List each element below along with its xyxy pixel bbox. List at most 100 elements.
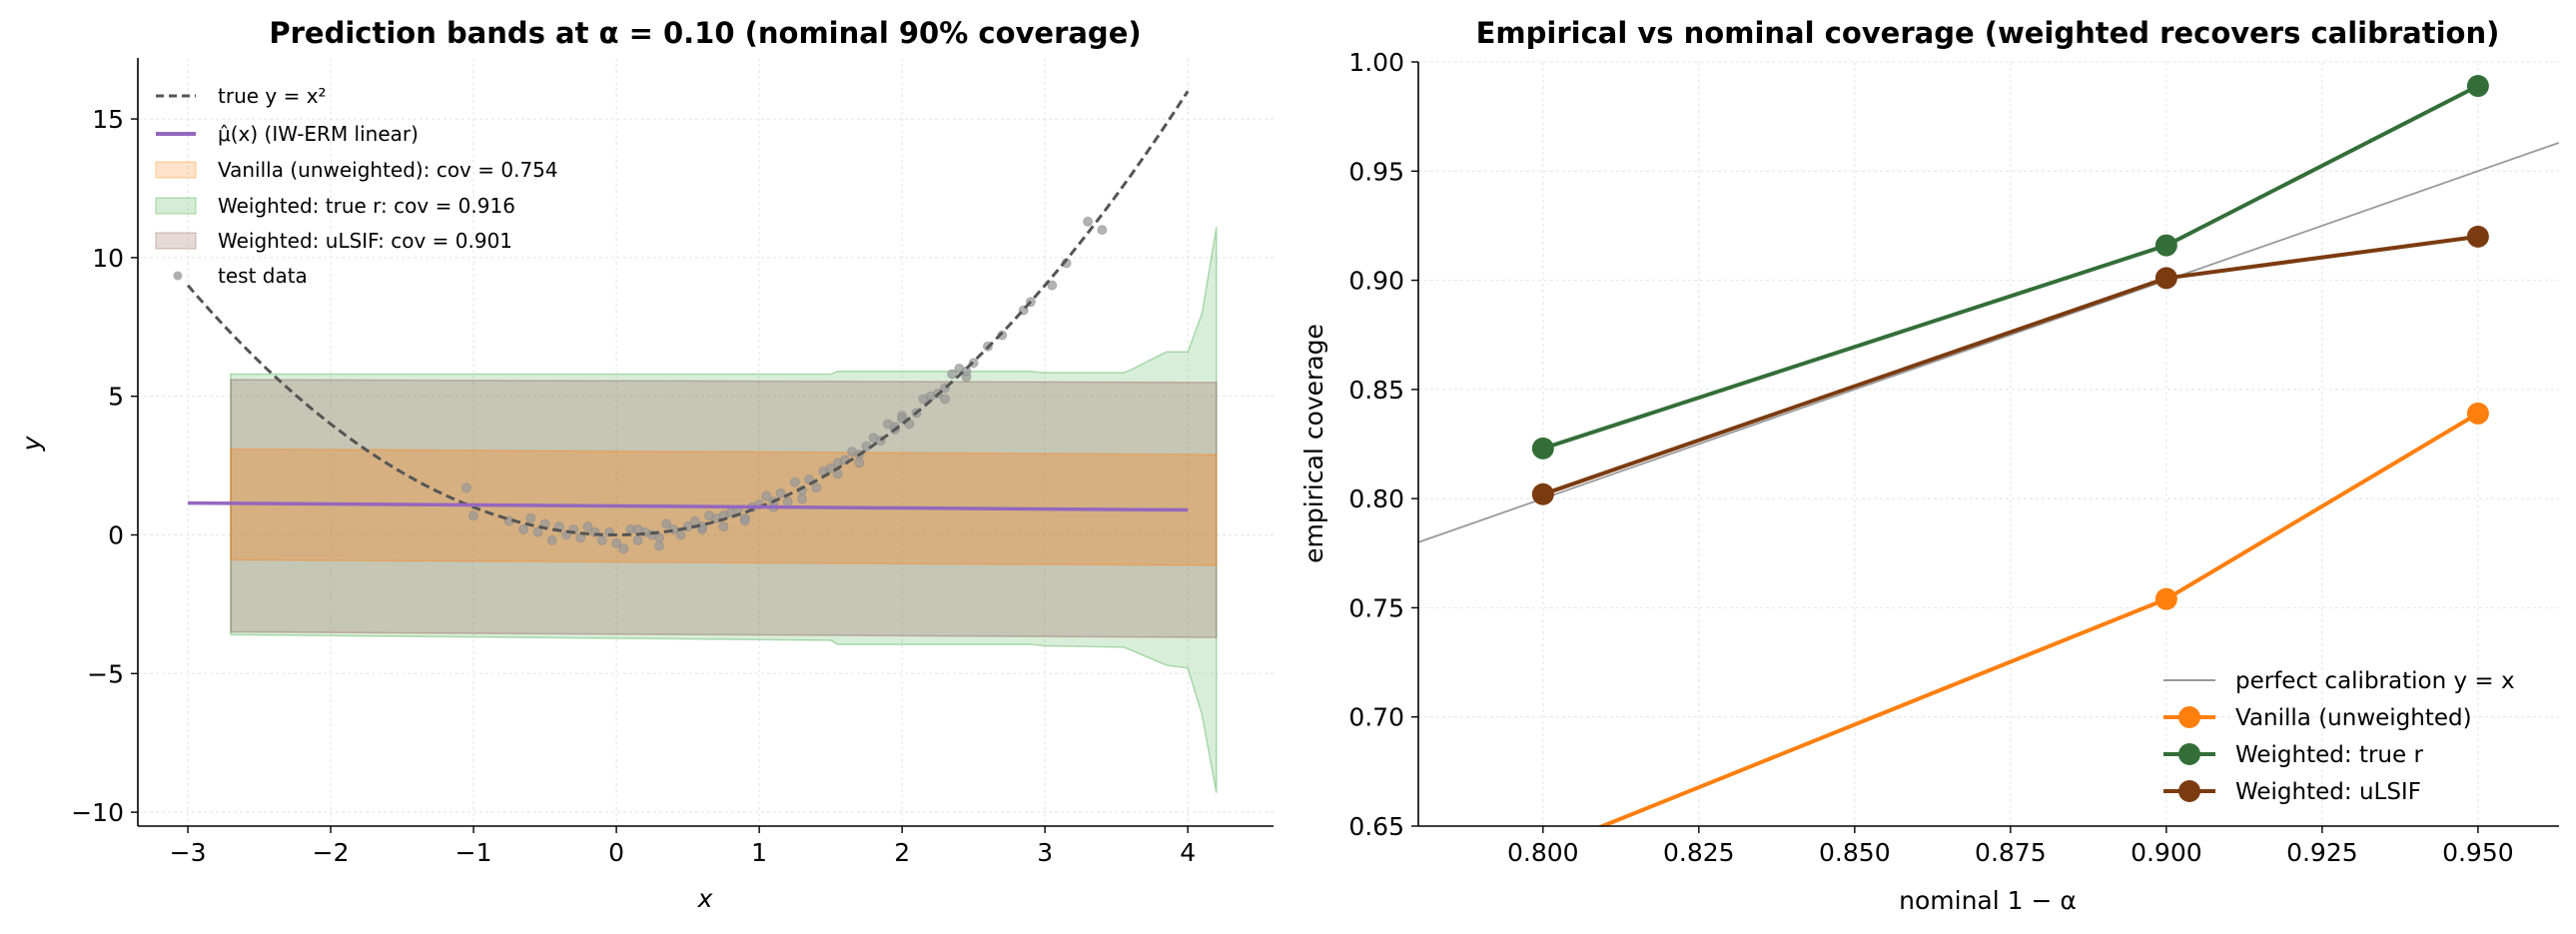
- right-y-tick-label: 0.95: [1348, 157, 1404, 186]
- test-point: [854, 458, 865, 468]
- left-y-tick-label: −5: [87, 659, 124, 688]
- right-series: [1531, 75, 2489, 826]
- test-point: [468, 510, 479, 521]
- right-y-tick-label: 0.90: [1348, 267, 1404, 296]
- test-point: [618, 543, 629, 554]
- legend-marker-ulsif-cov: [2178, 780, 2200, 802]
- right-x-tick-label: 0.950: [2442, 838, 2514, 867]
- test-point: [661, 518, 672, 529]
- left-grid: [138, 58, 1274, 826]
- right-chart-title: Empirical vs nominal coverage (weighted …: [1476, 16, 2500, 50]
- left-y-axis-label: y: [17, 435, 46, 452]
- series-point-2: [2466, 225, 2489, 248]
- test-point: [811, 482, 822, 493]
- right-y-tick-label: 1.00: [1348, 48, 1404, 77]
- series-point-1: [2466, 75, 2489, 98]
- right-reference-line: [1418, 142, 2559, 543]
- right-y-tick-label: 0.75: [1348, 593, 1404, 622]
- right-y-axis-label: empirical coverage: [1299, 324, 1328, 563]
- legend-marker-vanilla-cov: [2178, 706, 2200, 728]
- legend-label-ulsif-cov: Weighted: uLSIF: [2235, 779, 2421, 805]
- test-point: [789, 476, 800, 487]
- test-point: [654, 540, 665, 551]
- right-y-tick-label: 0.80: [1348, 484, 1404, 513]
- right-x-tick-label: 0.800: [1507, 838, 1579, 867]
- legend-swatch-test: [173, 271, 183, 281]
- legend-marker-truer-cov: [2178, 743, 2200, 765]
- right-legend: perfect calibration y = x Vanilla (unwei…: [2163, 668, 2515, 805]
- left-y-tick-label: 0: [108, 521, 124, 550]
- test-point: [654, 532, 665, 543]
- test-point: [718, 521, 729, 532]
- series-point-0: [2466, 402, 2489, 425]
- right-ticks: 0.800 0.825 0.850 0.875 0.900 0.925 0.950 0.65 0…: [1348, 48, 2513, 867]
- test-point: [775, 487, 786, 498]
- series-point-1: [2154, 234, 2177, 257]
- legend-swatch-truer: [155, 197, 197, 215]
- left-lines: [186, 90, 1190, 537]
- test-point: [582, 521, 593, 532]
- legend-label-ulsif: Weighted: uLSIF: cov = 0.901: [218, 229, 512, 253]
- legend-label-test: test data: [218, 264, 308, 288]
- left-x-tick-label: −3: [170, 838, 207, 867]
- left-y-tick-label: 10: [92, 244, 124, 273]
- left-bands: [230, 227, 1218, 793]
- series-line-2: [1542, 234, 2479, 496]
- test-point: [940, 394, 951, 405]
- test-point: [525, 512, 536, 523]
- test-point: [518, 523, 529, 534]
- series-true-curve: [186, 90, 1190, 537]
- left-x-tick-label: 3: [1037, 838, 1053, 867]
- right-x-tick-label: 0.925: [2286, 838, 2358, 867]
- series-point-2: [2154, 267, 2177, 290]
- test-point: [1097, 225, 1108, 236]
- left-axes: [137, 58, 1274, 827]
- reference-line-y-equals-x: [1418, 142, 2559, 543]
- test-point: [532, 526, 543, 537]
- left-x-tick-label: 2: [894, 838, 910, 867]
- left-x-tick-label: 4: [1180, 838, 1196, 867]
- right-x-tick-label: 0.850: [1819, 838, 1891, 867]
- series-mu-line: [188, 500, 1189, 512]
- left-y-tick-label: 5: [108, 383, 124, 412]
- left-x-tick-label: 0: [608, 838, 624, 867]
- test-point: [632, 535, 643, 546]
- left-chart-title: Prediction bands at α = 0.10 (nominal 90…: [269, 16, 1141, 50]
- test-point: [1083, 216, 1094, 227]
- test-point: [782, 496, 793, 507]
- test-point: [675, 529, 686, 540]
- left-x-tick-label: −2: [313, 838, 350, 867]
- series-point-0: [2154, 587, 2177, 610]
- left-y-tick-label: −10: [71, 798, 124, 827]
- legend-label-vanilla: Vanilla (unweighted): cov = 0.754: [218, 158, 558, 182]
- left-y-tick-label: 15: [92, 105, 124, 134]
- legend-label-truer: Weighted: true r: cov = 0.916: [218, 194, 515, 218]
- right-chart-panel: Empirical vs nominal coverage (weighted …: [1299, 16, 2559, 915]
- left-x-axis-label: x: [697, 884, 713, 913]
- left-x-tick-label: −1: [455, 838, 492, 867]
- test-point: [596, 535, 607, 546]
- test-point: [947, 369, 958, 380]
- band-ulsif: [230, 379, 1218, 638]
- series-point-1: [1531, 437, 1554, 460]
- test-point: [739, 515, 750, 526]
- legend-label-truer-cov: Weighted: true r: [2235, 742, 2423, 768]
- test-point: [632, 523, 643, 534]
- right-x-axis-label: nominal 1 − α: [1899, 886, 2077, 915]
- test-point: [1047, 280, 1058, 291]
- legend-label-true: true y = x²: [218, 84, 327, 108]
- test-point: [460, 482, 471, 493]
- band-truer: [230, 227, 1218, 793]
- right-y-tick-label: 0.85: [1348, 376, 1404, 405]
- right-axes: [1417, 62, 2559, 827]
- left-x-tick-label: 1: [751, 838, 767, 867]
- legend-label-mu: μ̂(x) (IW-ERM linear): [218, 122, 419, 146]
- legend-label-vanilla-cov: Vanilla (unweighted): [2235, 705, 2472, 731]
- test-point: [546, 535, 557, 546]
- legend-swatch-ulsif: [155, 232, 197, 250]
- right-y-tick-label: 0.65: [1348, 812, 1404, 841]
- right-x-tick-label: 0.875: [1975, 838, 2047, 867]
- left-legend: true y = x² μ̂(x) (IW-ERM linear) Vanill…: [155, 84, 558, 288]
